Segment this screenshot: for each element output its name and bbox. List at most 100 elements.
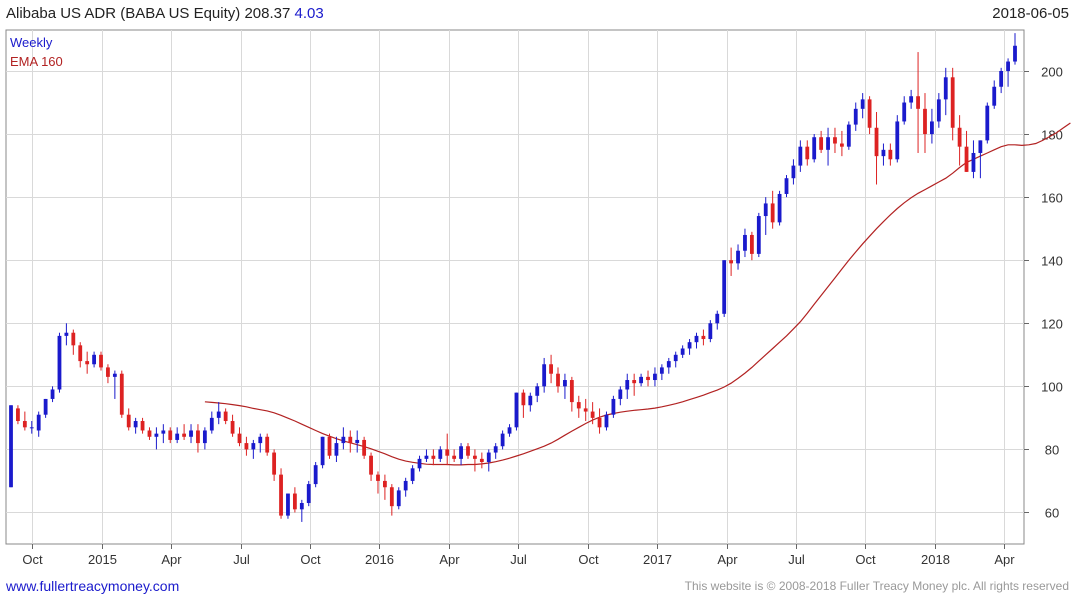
- candle-body: [182, 433, 187, 437]
- candle-body: [154, 433, 159, 437]
- copyright-text: This website is © 2008-2018 Fuller Treac…: [684, 579, 1069, 593]
- candle-body: [1013, 45, 1017, 62]
- candle-body: [223, 411, 228, 422]
- candle-body: [202, 430, 207, 444]
- candle-body: [722, 260, 727, 314]
- candle-body: [147, 430, 152, 437]
- candle-body: [659, 367, 664, 374]
- candle-body: [923, 108, 927, 135]
- candle-body: [396, 490, 401, 507]
- candle-body: [805, 146, 810, 160]
- x-tick-label: 2017: [643, 552, 672, 567]
- y-tick-label: 100: [1041, 380, 1063, 395]
- candle-body: [500, 433, 505, 447]
- candle-body: [826, 137, 830, 150]
- candle-body: [507, 427, 512, 434]
- candle-body: [833, 137, 837, 144]
- candle-body: [770, 203, 775, 223]
- candle-body: [341, 436, 346, 444]
- x-tick-label: Jul: [233, 552, 250, 567]
- candle-body: [459, 446, 463, 459]
- candle-body: [175, 433, 180, 440]
- candle-body: [327, 436, 332, 456]
- candle-body: [777, 193, 782, 223]
- x-tick-label: Apr: [439, 552, 460, 567]
- candle-body: [479, 458, 484, 463]
- candle-body: [653, 373, 657, 381]
- x-tick-label: 2015: [88, 552, 117, 567]
- candle-body: [680, 348, 685, 355]
- candle-body: [846, 124, 851, 147]
- candle-body: [230, 421, 235, 434]
- candle-body: [625, 380, 630, 390]
- x-tick-label: Oct: [300, 552, 321, 567]
- candle-body: [604, 414, 609, 428]
- candle-body: [403, 480, 408, 491]
- candle-body: [292, 493, 297, 510]
- candle-body: [466, 446, 470, 456]
- legend-weekly: Weekly: [10, 35, 53, 50]
- candle-body: [556, 373, 560, 387]
- candle-body: [334, 443, 339, 456]
- title-text: Alibaba US ADR (BABA US Equity): [6, 5, 241, 22]
- candle-body: [438, 449, 443, 459]
- candle-body: [22, 421, 27, 428]
- candle-body: [812, 137, 817, 160]
- candle-body: [417, 458, 422, 469]
- candle-body: [216, 411, 221, 418]
- candle-body: [279, 474, 283, 516]
- legend-ema: EMA 160: [10, 54, 63, 69]
- candle-body: [978, 140, 983, 153]
- candle-body: [424, 455, 429, 459]
- x-tick-label: Apr: [994, 552, 1015, 567]
- candle-body: [708, 323, 713, 340]
- candle-body: [957, 127, 962, 147]
- candle-body: [168, 430, 173, 440]
- candle-body: [874, 127, 879, 157]
- candle-body: [85, 361, 90, 365]
- candle-body: [950, 77, 955, 128]
- candle-body: [161, 430, 166, 434]
- candle-body: [715, 313, 720, 324]
- candle-body: [493, 446, 498, 453]
- candle-body: [50, 389, 55, 399]
- candle-body: [57, 335, 62, 390]
- candle-body: [99, 354, 103, 368]
- candle-body: [569, 380, 574, 403]
- candle-body: [583, 408, 588, 412]
- candle-body: [895, 121, 900, 160]
- candle-body: [196, 430, 200, 444]
- candle-body: [133, 421, 138, 428]
- x-tick-label: Oct: [22, 552, 43, 567]
- y-tick-label: 120: [1041, 317, 1063, 332]
- candle-body: [687, 342, 692, 349]
- candle-body: [299, 503, 304, 510]
- candle-body: [306, 484, 311, 504]
- candle-body: [563, 380, 567, 387]
- candle-body: [126, 414, 131, 428]
- candle-body: [389, 487, 394, 507]
- candle-body: [749, 234, 754, 254]
- candle-body: [189, 430, 193, 437]
- candle-body: [867, 99, 872, 128]
- candle-body: [514, 392, 519, 428]
- candle-body: [486, 452, 491, 463]
- candle-body: [9, 405, 13, 488]
- candle-body: [237, 433, 242, 444]
- candle-body: [410, 468, 415, 481]
- candle-body: [376, 474, 380, 481]
- candle-body: [646, 376, 650, 381]
- candle-body: [209, 417, 214, 431]
- candle-body: [784, 178, 789, 194]
- y-tick-label: 80: [1045, 443, 1059, 458]
- candle-body: [92, 354, 96, 365]
- x-tick-label: 2016: [365, 552, 394, 567]
- website-link[interactable]: www.fullertreacymoney.com: [6, 578, 180, 594]
- candle-body: [112, 373, 117, 377]
- y-tick-label: 200: [1041, 65, 1063, 80]
- candle-body: [576, 402, 581, 409]
- candle-body: [382, 480, 387, 488]
- last-price: 208.37: [244, 5, 291, 22]
- candle-body: [632, 380, 637, 384]
